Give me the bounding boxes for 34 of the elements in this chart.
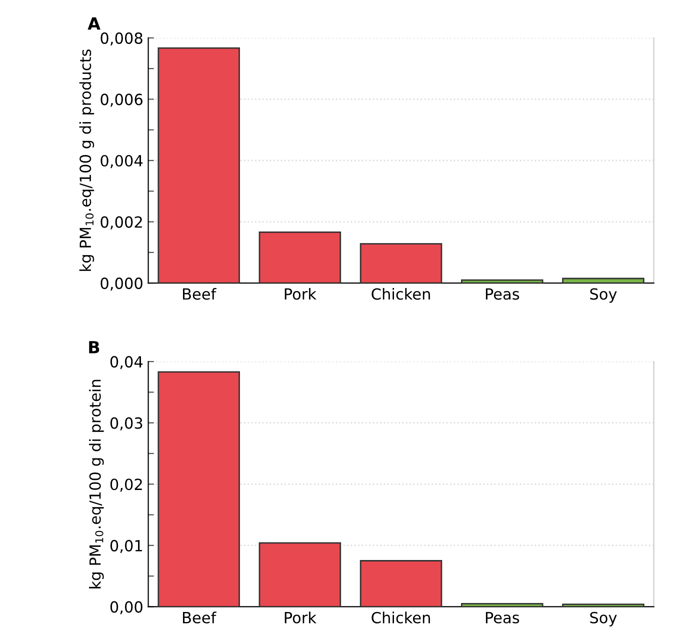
x-tick-label: Peas [486, 612, 520, 624]
bar [562, 604, 644, 607]
y-tick-label: 0,000 [100, 278, 142, 291]
y-tick-label: 0,03 [110, 417, 142, 430]
chart-title: B [89, 341, 100, 354]
y-tick-label: 0,04 [110, 356, 143, 370]
x-tick-label: Beef [183, 612, 216, 624]
y-tick-label: 0,004 [100, 154, 143, 168]
x-tick-label: Soy [590, 288, 617, 303]
x-tick-label: Peas [486, 288, 520, 300]
bar [360, 560, 442, 607]
bar [258, 542, 342, 607]
y-tick-label: 0,006 [100, 94, 142, 107]
y-tick-label: 0,01 [110, 540, 142, 554]
x-tick-label: Chicken [372, 288, 430, 300]
bar [158, 371, 240, 607]
y-tick-label: 0,002 [100, 216, 142, 230]
y-tick-label: 0,00 [110, 601, 142, 614]
chart-title: A [88, 17, 100, 30]
bar [258, 232, 342, 284]
bar [460, 602, 544, 607]
bar [562, 278, 644, 284]
x-tick-label: Chicken [372, 612, 430, 624]
y-tick-label: 0,02 [110, 478, 142, 492]
y-axis-title: kg PM$_{10}$.eq/100 g di products [79, 50, 94, 271]
bar [158, 47, 240, 284]
bar [460, 279, 544, 284]
y-tick-label: 0,008 [100, 32, 142, 46]
x-tick-label: Soy [590, 612, 617, 626]
x-tick-label: Pork [284, 612, 316, 624]
x-tick-label: Beef [183, 288, 216, 300]
bar [360, 243, 442, 284]
x-tick-label: Pork [284, 288, 316, 300]
y-axis-title: kg PM$_{10}$.eq/100 g di protein [89, 380, 104, 588]
